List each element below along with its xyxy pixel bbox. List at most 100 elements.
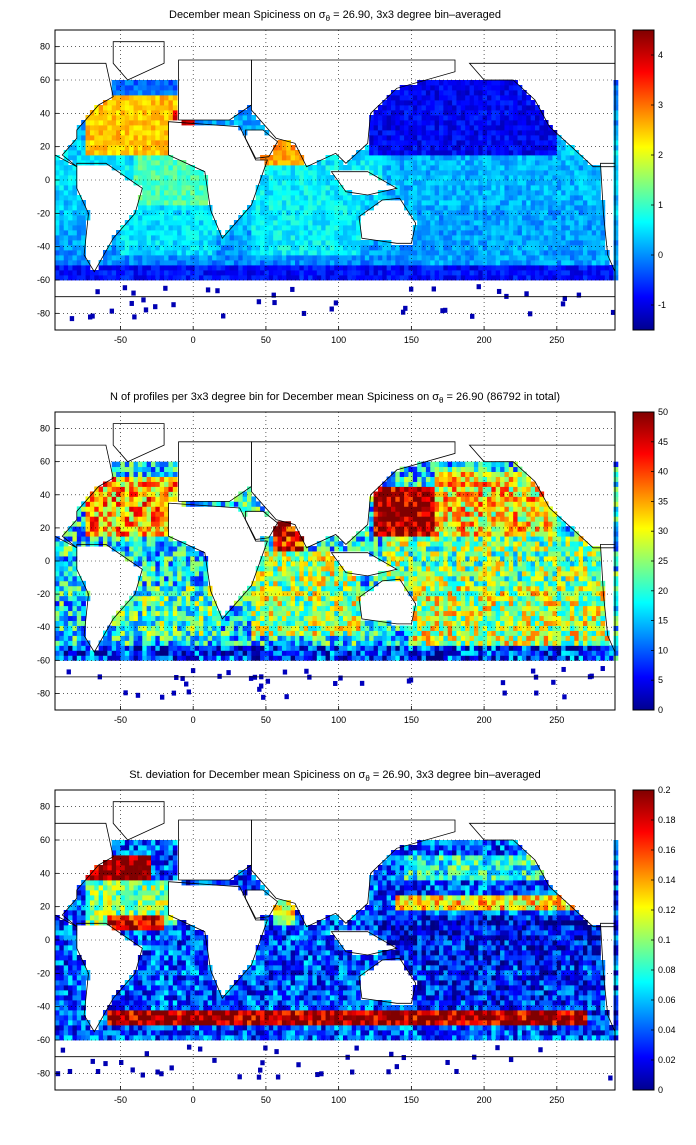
heatmap-cell (243, 125, 248, 130)
heatmap-cell (199, 621, 204, 626)
heatmap-cell (173, 491, 178, 496)
heatmap-cell (439, 180, 444, 185)
heatmap-cell (160, 250, 165, 255)
heatmap-cell (552, 230, 557, 235)
heatmap-cell (72, 275, 77, 280)
heatmap-cell (125, 606, 130, 611)
heatmap-cell (382, 260, 387, 265)
heatmap-cell (64, 571, 69, 576)
heatmap-cell (474, 175, 479, 180)
heatmap-cell (308, 255, 313, 260)
heatmap-cell (478, 155, 483, 160)
heatmap-cell (291, 265, 296, 270)
heatmap-cell (260, 190, 265, 195)
heatmap-cell (269, 631, 274, 636)
heatmap-cell (238, 616, 243, 621)
heatmap-cell (483, 195, 488, 200)
heatmap-cell (168, 596, 173, 601)
heatmap-cell (509, 105, 514, 110)
heatmap-cell (155, 526, 160, 531)
heatmap-cell (483, 185, 488, 190)
y-tick-label: 60 (40, 75, 50, 85)
heatmap-cell (260, 636, 265, 641)
heatmap-cell (422, 120, 427, 125)
heatmap-cell (461, 165, 466, 170)
heatmap-cell (164, 640, 169, 645)
heatmap-cell (112, 487, 117, 492)
heatmap-cell (278, 200, 283, 205)
heatmap-cell (186, 230, 191, 235)
heatmap-cell (251, 260, 256, 265)
heatmap-cell (574, 235, 579, 240)
heatmap-cell (544, 130, 549, 135)
heatmap-cell (587, 265, 592, 270)
heatmap-cell (138, 551, 143, 556)
heatmap-cell (64, 245, 69, 250)
heatmap-cell (164, 616, 169, 621)
heatmap-cell (64, 240, 69, 245)
heatmap-cell (299, 265, 304, 270)
heatmap-cell (138, 487, 143, 492)
heatmap-cell (465, 120, 470, 125)
heatmap-cell (190, 205, 195, 210)
heatmap-cell (142, 650, 147, 655)
heatmap-cell (155, 586, 160, 591)
heatmap-cell (504, 250, 509, 255)
heatmap-cell (160, 90, 165, 95)
heatmap-cell (566, 245, 571, 250)
heatmap-cell (134, 140, 139, 145)
heatmap-cell (417, 245, 422, 250)
heatmap-cell (151, 85, 156, 90)
heatmap-cell (574, 250, 579, 255)
heatmap-cell (147, 487, 152, 492)
heatmap-cell (164, 165, 169, 170)
heatmap-cell (579, 215, 584, 220)
heatmap-cell (387, 170, 392, 175)
heatmap-cell (291, 215, 296, 220)
heatmap-cell (90, 275, 95, 280)
heatmap-cell (182, 225, 187, 230)
heatmap-cell (474, 245, 479, 250)
heatmap-cell (592, 205, 597, 210)
heatmap-cell (125, 472, 130, 477)
heatmap-cell (273, 606, 278, 611)
heatmap-cell (142, 501, 147, 506)
heatmap-cell (120, 536, 125, 541)
heatmap-cell (470, 80, 475, 85)
heatmap-cell (491, 125, 496, 130)
heatmap-cell (208, 596, 213, 601)
heatmap-cell (522, 275, 527, 280)
heatmap-cell (483, 155, 488, 160)
heatmap-cell (173, 496, 178, 501)
heatmap-cell (99, 521, 104, 526)
heatmap-cell (596, 220, 601, 225)
heatmap-cell (125, 245, 130, 250)
heatmap-cell (59, 270, 64, 275)
heatmap-cell (496, 125, 501, 130)
heatmap-cell (142, 205, 147, 210)
heatmap-cell (190, 601, 195, 606)
heatmap-cell (382, 100, 387, 105)
heatmap-cell (278, 230, 283, 235)
heatmap-cell (77, 645, 82, 650)
heatmap-cell (142, 245, 147, 250)
heatmap-cell (443, 195, 448, 200)
heatmap-cell (504, 80, 509, 85)
heatmap-cell (230, 501, 235, 506)
heatmap-cell (225, 120, 230, 125)
heatmap-cell (374, 160, 379, 165)
heatmap-cell (264, 245, 269, 250)
heatmap-cell (190, 596, 195, 601)
heatmap-cell (592, 230, 597, 235)
heatmap-cell (408, 190, 413, 195)
heatmap-cell (430, 265, 435, 270)
heatmap-cell (160, 105, 165, 110)
heatmap-cell (86, 511, 91, 516)
heatmap-cell (116, 160, 121, 165)
heatmap-cell (452, 130, 457, 135)
heatmap-cell (164, 85, 169, 90)
heatmap-cell (583, 255, 588, 260)
heatmap-cell (614, 140, 619, 145)
heatmap-cell (518, 125, 523, 130)
heatmap-cell (164, 591, 169, 596)
